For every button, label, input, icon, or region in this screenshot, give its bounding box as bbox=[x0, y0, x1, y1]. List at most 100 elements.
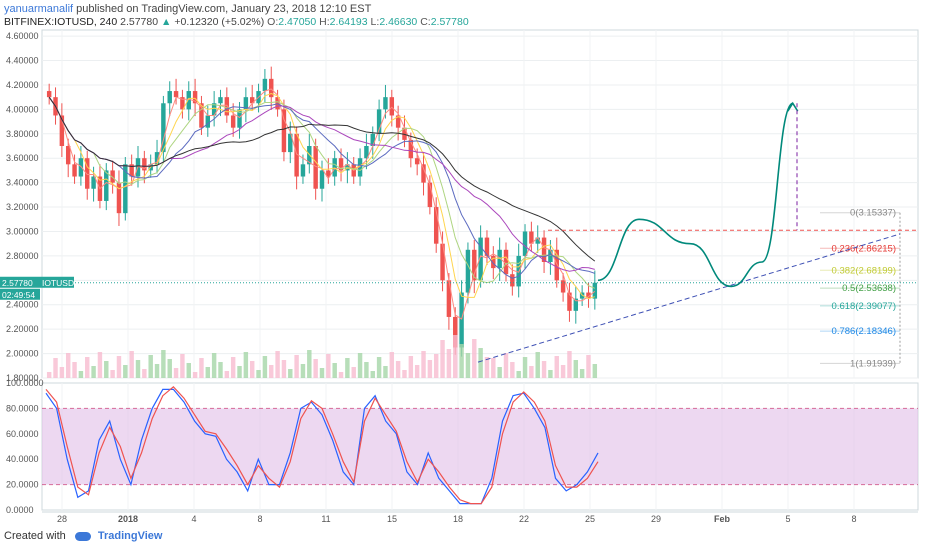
tradingview-brand[interactable]: TradingView bbox=[97, 530, 163, 542]
up-arrow-icon: ▲ bbox=[161, 16, 172, 28]
moving-average-line bbox=[48, 88, 596, 320]
candle-body bbox=[249, 97, 255, 104]
x-tick-label: 28 bbox=[57, 514, 67, 524]
x-tick-label: Feb bbox=[714, 514, 731, 524]
candle-body bbox=[522, 231, 528, 256]
stoch-tick-label: 20.0000 bbox=[6, 480, 39, 490]
candle-body bbox=[484, 237, 490, 256]
price-tick-label: 2.00000 bbox=[6, 349, 39, 359]
volume-bar bbox=[484, 357, 490, 378]
volume-bar bbox=[459, 344, 464, 378]
volume-bar bbox=[554, 356, 559, 378]
volume-bar bbox=[205, 367, 211, 378]
candle-body bbox=[319, 170, 325, 189]
volume-bar bbox=[573, 360, 579, 378]
candle-body bbox=[123, 164, 128, 214]
volume-bar bbox=[414, 365, 420, 378]
last-price: 2.57780 bbox=[120, 16, 159, 28]
x-tick-label: 15 bbox=[387, 514, 397, 524]
volume-bar bbox=[408, 356, 414, 378]
candle-body bbox=[91, 176, 96, 189]
volume-bar bbox=[345, 358, 350, 378]
volume-bar bbox=[567, 351, 572, 378]
volume-bar bbox=[243, 352, 249, 378]
volume-bar bbox=[104, 361, 109, 378]
open-label: O: bbox=[267, 16, 279, 28]
candle-body bbox=[300, 164, 306, 177]
price-tick-label: 4.60000 bbox=[6, 31, 39, 41]
volume-bar bbox=[167, 359, 172, 378]
candle-body bbox=[389, 97, 395, 116]
volume-bar bbox=[199, 358, 204, 378]
candle-body bbox=[78, 158, 84, 177]
candle-body bbox=[497, 249, 502, 269]
candle-body bbox=[65, 146, 71, 165]
candle-body bbox=[243, 97, 249, 110]
volume-bar bbox=[313, 359, 318, 378]
candle-body bbox=[211, 103, 217, 116]
candle-body bbox=[529, 231, 534, 244]
candle-body bbox=[199, 103, 204, 128]
volume-bar bbox=[186, 363, 191, 378]
volume-bar bbox=[497, 367, 502, 378]
symbol-label: BITFINEX:IOTUSD, 240 bbox=[4, 16, 118, 28]
candle-body bbox=[129, 164, 134, 177]
price-tick-label: 4.40000 bbox=[6, 56, 39, 66]
candle-body bbox=[433, 207, 439, 244]
volume-bar bbox=[180, 354, 185, 378]
volume-bar bbox=[529, 366, 534, 378]
volume-bar bbox=[472, 339, 477, 378]
volume-bar bbox=[548, 370, 553, 378]
fib-level-label: 0.236(2.86215) bbox=[832, 243, 896, 254]
volume-bar bbox=[478, 348, 483, 378]
volume-bar bbox=[249, 361, 255, 378]
close-value: 2.57780 bbox=[430, 16, 469, 28]
volume-bar bbox=[535, 352, 540, 378]
volume-bar bbox=[440, 340, 445, 378]
volume-bar bbox=[288, 369, 293, 378]
price-tick-label: 2.40000 bbox=[6, 300, 39, 310]
volume-bar bbox=[97, 352, 103, 378]
volume-bar bbox=[262, 356, 268, 378]
price-tick-label: 3.20000 bbox=[6, 202, 39, 212]
author-link[interactable]: yanuarmanalif bbox=[4, 3, 74, 15]
volume-bar bbox=[421, 351, 426, 378]
price-tick-label: 3.00000 bbox=[6, 226, 39, 236]
created-with-text: Created with bbox=[4, 530, 66, 542]
fib-level-label: 0.786(2.18346) bbox=[832, 326, 896, 337]
candle-body bbox=[205, 115, 211, 128]
symbol-tag: IOTUSD bbox=[42, 278, 74, 288]
candle-body bbox=[262, 78, 268, 92]
volume-bar bbox=[269, 365, 274, 378]
candle-body bbox=[364, 146, 369, 159]
volume-bar bbox=[173, 368, 179, 378]
volume-bar bbox=[135, 360, 141, 378]
candle-body bbox=[173, 91, 179, 98]
volume-bar bbox=[465, 353, 471, 378]
candle-body bbox=[186, 91, 191, 110]
volume-bar bbox=[129, 351, 134, 378]
volume-bar bbox=[142, 369, 147, 378]
candle-body bbox=[313, 146, 318, 189]
fib-level-label: 0.618(2.39077) bbox=[832, 301, 896, 312]
volume-bar bbox=[491, 358, 496, 378]
candle-body bbox=[567, 292, 572, 311]
candle-body bbox=[370, 133, 375, 146]
candle-body bbox=[154, 152, 160, 165]
volume-bar bbox=[326, 354, 331, 378]
candle-body bbox=[491, 255, 496, 269]
x-tick-label: 18 bbox=[453, 514, 463, 524]
candle-body bbox=[592, 282, 598, 299]
stoch-tick-label: 80.0000 bbox=[6, 403, 39, 413]
candle-body bbox=[459, 292, 464, 348]
high-value: 2.64193 bbox=[329, 16, 368, 28]
support-trendline bbox=[477, 233, 901, 363]
volume-bar bbox=[433, 354, 439, 378]
x-tick-label: 29 bbox=[651, 514, 661, 524]
volume-bar bbox=[453, 335, 458, 378]
candle-body bbox=[357, 158, 363, 177]
candle-body bbox=[383, 97, 388, 110]
candle-body bbox=[548, 249, 553, 262]
tradingview-logo-icon bbox=[74, 531, 91, 541]
